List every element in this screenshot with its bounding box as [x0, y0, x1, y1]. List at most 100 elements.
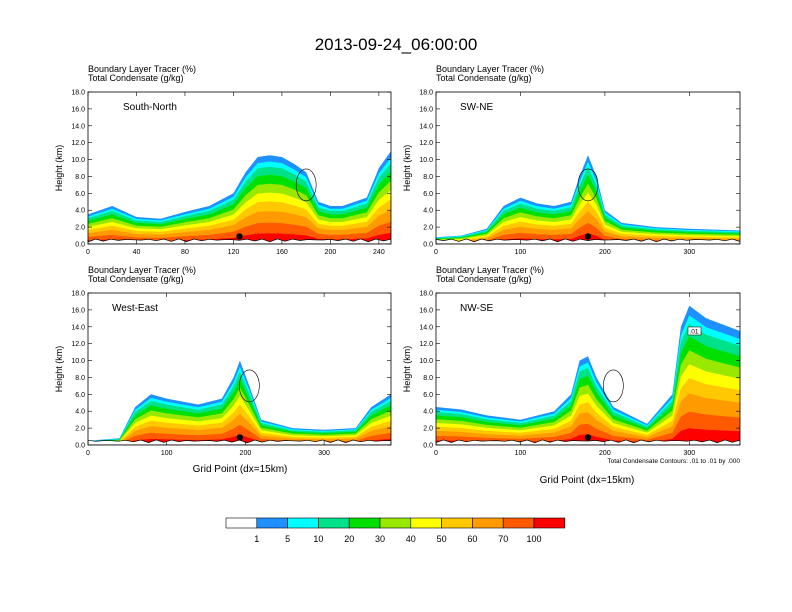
- panel-label: South-North: [123, 102, 177, 113]
- colorbar-swatch: [256, 517, 288, 529]
- y-tick-label: 2.0: [75, 426, 85, 433]
- panel-title-tracer: Boundary Layer Tracer (%): [88, 64, 196, 74]
- tracer-band-50: [436, 378, 740, 445]
- plot-frame: [435, 292, 741, 446]
- condensate-contour: [239, 369, 260, 403]
- colorbar-label: 40: [406, 534, 416, 544]
- y-tick-label: 16.0: [419, 106, 433, 113]
- panel-0: 0.0 2.0 4.0 6.0 8.0 10.0 12.0 14.0 16.0 18.0 0 40 80…: [54, 64, 392, 256]
- y-tick-label: 12.0: [419, 341, 433, 348]
- contour-label: .01: [690, 329, 699, 336]
- x-tick-label: 0: [434, 450, 438, 457]
- location-marker: [236, 233, 243, 240]
- x-tick-label: 100: [515, 249, 527, 256]
- colorbar-swatch: [348, 517, 381, 529]
- colorbar-swatch: [379, 517, 412, 529]
- y-tick-label: 0.0: [75, 443, 85, 450]
- tracer-field: [436, 155, 740, 244]
- y-tick-label: 18.0: [419, 90, 433, 97]
- y-tick-label: 10.0: [419, 157, 433, 164]
- y-tick-label: 4.0: [75, 208, 85, 215]
- colorbar-label: 10: [313, 534, 323, 544]
- y-tick-label: 4.0: [75, 409, 85, 416]
- x-tick-label: 200: [599, 249, 611, 256]
- x-tick-label: 300: [318, 450, 330, 457]
- y-axis-label: Height (km): [402, 145, 412, 192]
- plot-frame: [87, 91, 392, 245]
- tracer-field: [88, 151, 391, 244]
- panel-title-tracer: Boundary Layer Tracer (%): [436, 64, 544, 74]
- contour-note: Total Condensate Contours: .01 to .01 by…: [607, 458, 740, 465]
- condensate-contour: [577, 168, 599, 202]
- tracer-band-70: [436, 411, 740, 445]
- x-tick-label: 40: [133, 249, 141, 256]
- y-tick-label: 14.0: [419, 324, 433, 331]
- y-tick-label: 6.0: [75, 191, 85, 198]
- y-tick-label: 12.0: [71, 140, 85, 147]
- y-tick-label: 10.0: [419, 358, 433, 365]
- x-tick-label: 200: [240, 450, 252, 457]
- panel-label: SW-NE: [460, 102, 493, 113]
- colorbar-label: 1: [254, 534, 259, 544]
- x-tick-label: 160: [276, 249, 288, 256]
- colorbar-swatch: [287, 517, 319, 529]
- y-tick-label: 14.0: [419, 123, 433, 130]
- y-tick-label: 14.0: [71, 123, 85, 130]
- colorbar-label: 100: [526, 534, 541, 544]
- y-tick-label: 8.0: [75, 174, 85, 181]
- terrain: [436, 439, 740, 445]
- x-tick-label: 300: [683, 249, 695, 256]
- y-tick-label: 2.0: [75, 225, 85, 232]
- y-tick-label: 18.0: [71, 90, 85, 97]
- y-tick-label: 2.0: [423, 426, 433, 433]
- x-tick-label: 0: [434, 249, 438, 256]
- colorbar-swatch: [472, 517, 504, 529]
- x-tick-label: 80: [181, 249, 189, 256]
- colorbar-label: 70: [498, 534, 508, 544]
- terrain: [436, 238, 740, 244]
- y-tick-label: 4.0: [423, 409, 433, 416]
- y-axis-label: Height (km): [402, 346, 412, 393]
- x-tick-label: 200: [599, 450, 611, 457]
- y-tick-label: 12.0: [419, 140, 433, 147]
- colorbar-label: 50: [437, 534, 447, 544]
- panel-label: NW-SE: [460, 303, 493, 314]
- y-axis-label: Height (km): [54, 145, 64, 192]
- plot-frame: [435, 91, 741, 245]
- y-tick-label: 8.0: [75, 375, 85, 382]
- colorbar-swatch: [318, 517, 350, 529]
- plot-frame: [87, 292, 392, 446]
- y-tick-label: 10.0: [71, 157, 85, 164]
- panel-1: 0.0 2.0 4.0 6.0 8.0 10.0 12.0 14.0 16.0 18.0 0 100 2…: [402, 64, 741, 256]
- panel-3: 0.0 2.0 4.0 6.0 8.0 10.0 12.0 14.0 16.0 18.0 0 100 2…: [402, 265, 741, 457]
- panel-label: West-East: [112, 303, 158, 314]
- y-tick-label: 12.0: [71, 341, 85, 348]
- x-tick-label: 240: [373, 249, 385, 256]
- y-tick-label: 8.0: [423, 174, 433, 181]
- panel-title-condensate: Total Condensate (g/kg): [436, 73, 532, 83]
- y-tick-label: 16.0: [71, 106, 85, 113]
- y-tick-label: 6.0: [423, 191, 433, 198]
- y-tick-label: 0.0: [75, 242, 85, 249]
- panel-title-condensate: Total Condensate (g/kg): [88, 274, 184, 284]
- y-tick-label: 14.0: [71, 324, 85, 331]
- location-marker: [584, 434, 592, 441]
- x-tick-label: 0: [86, 450, 90, 457]
- panel-title-condensate: Total Condensate (g/kg): [88, 73, 184, 83]
- x-tick-label: 100: [515, 450, 527, 457]
- y-tick-label: 2.0: [423, 225, 433, 232]
- terrain: [88, 238, 391, 244]
- tracer-band-60: [436, 393, 740, 445]
- colorbar-label: 60: [467, 534, 477, 544]
- x-tick-label: 0: [86, 249, 90, 256]
- colorbar-label: 30: [375, 534, 385, 544]
- y-tick-label: 10.0: [71, 358, 85, 365]
- panel-2: 0.0 2.0 4.0 6.0 8.0 10.0 12.0 14.0 16.0 18.0 0 100 2…: [54, 265, 392, 457]
- panel-title-tracer: Boundary Layer Tracer (%): [436, 265, 544, 275]
- x-tick-label: 100: [161, 450, 173, 457]
- colorbar-swatch: [502, 517, 535, 529]
- x-axis-label-west-east: Grid Point (dx=15km): [193, 464, 288, 475]
- y-tick-label: 0.0: [423, 242, 433, 249]
- colorbar-swatch: [441, 517, 473, 529]
